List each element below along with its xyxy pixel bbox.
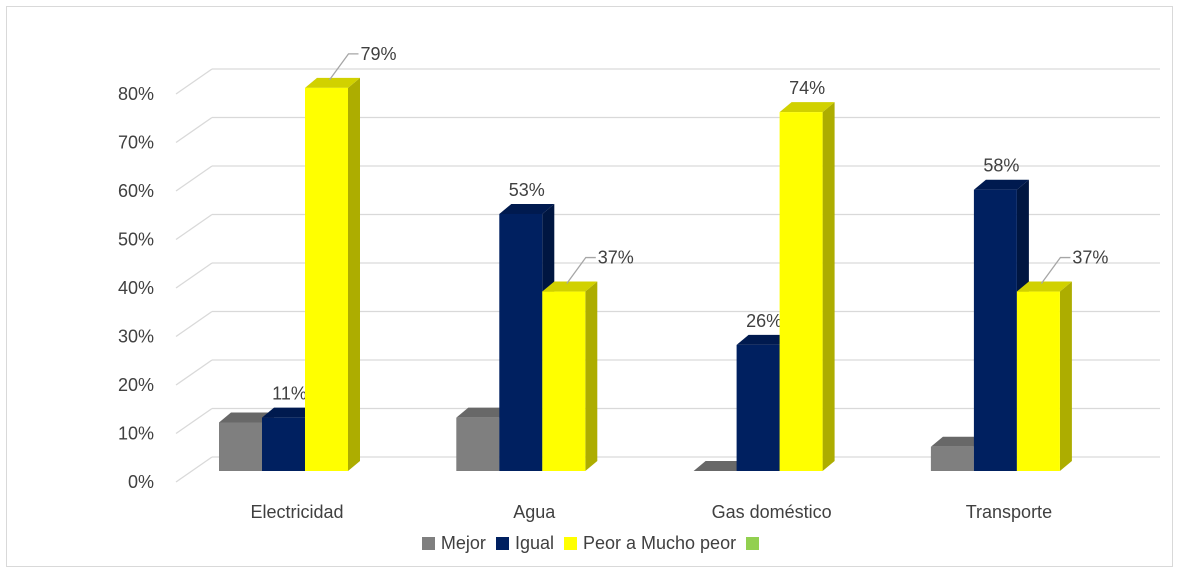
bar-peor-a-mucho-peor-agua-side (585, 281, 598, 471)
bar-igual-electricidad (262, 417, 305, 471)
bar-mejor-agua (456, 417, 500, 471)
data-label-leader (328, 53, 359, 81)
gridline-wall (175, 456, 213, 483)
data-label: 58% (983, 156, 1019, 176)
x-category-label: Agua (513, 502, 556, 522)
bar-igual-agua-top (499, 203, 555, 214)
legend-swatch (746, 537, 760, 550)
data-label: 11% (272, 384, 307, 404)
gridline-wall (175, 310, 213, 338)
gridline-wall (175, 165, 213, 192)
legend-label: Peor a Mucho peor (582, 533, 737, 553)
bar-mejor-gas-doméstico-top (693, 461, 749, 471)
bar-mejor-electricidad (219, 422, 262, 471)
legend-swatch (495, 537, 509, 550)
legend-label: Igual (514, 533, 554, 553)
gridline-wall (175, 407, 213, 435)
gridline-wall (175, 213, 213, 241)
bar-peor-a-mucho-peor-agua (542, 291, 586, 471)
x-category-label: Transporte (966, 502, 1052, 522)
legend-item: Igual (495, 533, 554, 554)
data-label-leader (566, 256, 596, 284)
bar-peor-a-mucho-peor-transporte (1016, 291, 1060, 471)
legend-swatch (421, 537, 435, 550)
bar-peor-a-mucho-peor-electricidad (305, 87, 348, 471)
data-label: 79% (360, 44, 396, 64)
bar-peor-a-mucho-peor-gas-doméstico (779, 112, 823, 471)
y-tick-label: 70% (118, 133, 154, 153)
bar-mejor-agua-top (456, 407, 512, 418)
bar-peor-a-mucho-peor-electricidad-top (305, 77, 360, 88)
bar-peor-a-mucho-peor-gas-doméstico-top (779, 102, 835, 113)
bar-igual-agua (499, 213, 543, 471)
y-tick-label: 30% (118, 327, 154, 347)
legend-item: Peor a Mucho peor (563, 533, 737, 554)
data-label: 74% (789, 78, 825, 98)
data-label-leader (1040, 256, 1071, 284)
legend-item (746, 533, 760, 554)
y-tick-label: 20% (118, 375, 154, 395)
bar-igual-gas-doméstico-top (736, 334, 792, 345)
bar-igual-transporte (973, 189, 1017, 471)
x-category-label: Gas doméstico (712, 502, 832, 522)
gridline-wall (175, 116, 213, 144)
bar-mejor-electricidad-top (219, 412, 274, 423)
bar-peor-a-mucho-peor-agua-top (542, 281, 598, 292)
legend-swatch (563, 537, 577, 550)
y-tick-label: 10% (118, 424, 154, 444)
x-category-label: Electricidad (250, 502, 343, 522)
legend-label: Mejor (440, 533, 486, 553)
data-label: 26% (746, 311, 782, 331)
bar-peor-a-mucho-peor-transporte-top (1016, 281, 1072, 292)
bar-mejor-transporte (930, 446, 974, 471)
y-tick-label: 40% (118, 278, 154, 298)
bar-igual-transporte-top (973, 179, 1029, 190)
bar-peor-a-mucho-peor-transporte-side (1059, 281, 1072, 471)
gridline-wall (175, 359, 213, 386)
gridline-wall (175, 68, 213, 95)
y-tick-label: 0% (128, 472, 154, 492)
bar-peor-a-mucho-peor-gas-doméstico-side (822, 102, 835, 471)
y-tick-label: 60% (118, 181, 154, 201)
y-tick-label: 50% (118, 230, 154, 250)
bar-mejor-transporte-top (930, 436, 986, 447)
data-label: 37% (1072, 248, 1108, 268)
bar-igual-gas-doméstico (736, 344, 780, 471)
legend-item: Mejor (421, 533, 486, 554)
chart-legend: Mejor Igual Peor a Mucho peor (0, 533, 1181, 554)
gridline-wall (175, 262, 213, 289)
bar-peor-a-mucho-peor-electricidad-side (348, 77, 360, 471)
data-label: 37% (598, 248, 634, 268)
y-tick-label: 80% (118, 84, 154, 104)
bar-igual-electricidad-top (262, 407, 317, 418)
data-label: 53% (509, 180, 545, 200)
